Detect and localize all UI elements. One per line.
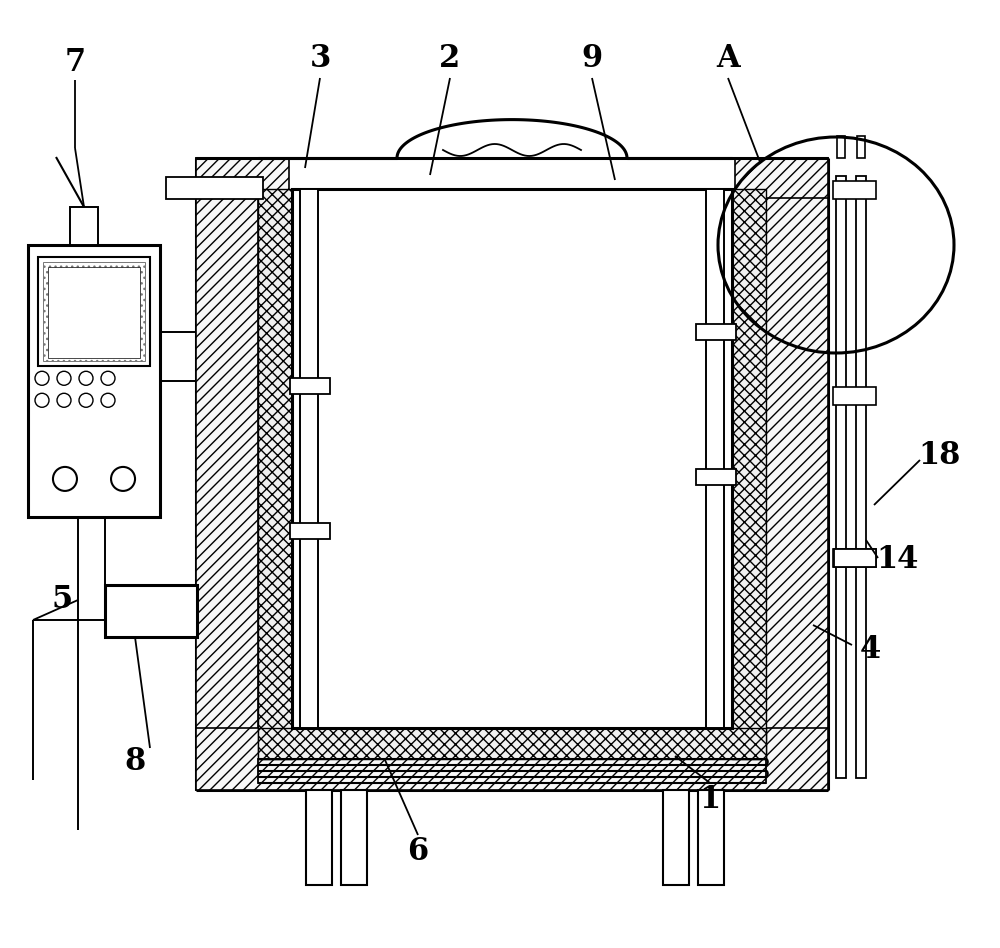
Bar <box>166 176 263 198</box>
Text: 14: 14 <box>877 544 919 575</box>
Bar <box>43 262 145 361</box>
Bar <box>735 158 828 198</box>
Bar <box>696 469 736 485</box>
Bar <box>258 728 766 759</box>
Bar <box>290 377 330 393</box>
Bar <box>834 549 876 567</box>
Bar <box>28 245 160 517</box>
Bar <box>290 523 330 539</box>
Bar <box>766 158 828 790</box>
Bar <box>833 181 876 199</box>
Bar <box>836 176 846 778</box>
Bar <box>38 257 150 366</box>
Bar <box>696 324 736 339</box>
Circle shape <box>57 372 71 385</box>
Bar <box>837 136 845 158</box>
Text: 3: 3 <box>309 43 331 74</box>
Bar <box>292 189 732 728</box>
Bar <box>856 176 866 778</box>
Bar <box>698 790 724 885</box>
Circle shape <box>53 467 77 491</box>
Bar <box>833 549 876 567</box>
Circle shape <box>101 372 115 385</box>
Bar <box>341 790 367 885</box>
Circle shape <box>35 393 49 408</box>
Text: 7: 7 <box>64 46 86 78</box>
Text: 1: 1 <box>699 785 721 815</box>
Circle shape <box>101 393 115 408</box>
Text: A: A <box>716 43 740 74</box>
Text: 2: 2 <box>439 43 461 74</box>
Bar <box>306 790 332 885</box>
Circle shape <box>35 372 49 385</box>
Text: 18: 18 <box>919 440 961 470</box>
Bar <box>732 189 766 759</box>
Bar <box>258 189 292 759</box>
Text: 5: 5 <box>51 585 73 615</box>
Bar <box>105 585 197 637</box>
Circle shape <box>79 393 93 408</box>
Text: 6: 6 <box>407 836 429 867</box>
Text: 9: 9 <box>581 43 603 74</box>
Bar <box>196 728 828 790</box>
Bar <box>300 189 318 728</box>
Text: 8: 8 <box>124 746 146 777</box>
Bar <box>833 387 876 405</box>
Circle shape <box>111 467 135 491</box>
Bar <box>196 158 289 198</box>
Circle shape <box>79 372 93 385</box>
Bar <box>196 158 258 790</box>
Circle shape <box>57 393 71 408</box>
Bar <box>70 207 98 245</box>
Bar <box>663 790 689 885</box>
Bar <box>706 189 724 728</box>
Bar <box>258 759 766 782</box>
Text: 4: 4 <box>859 634 881 665</box>
Bar <box>857 136 865 158</box>
Bar <box>48 267 140 357</box>
